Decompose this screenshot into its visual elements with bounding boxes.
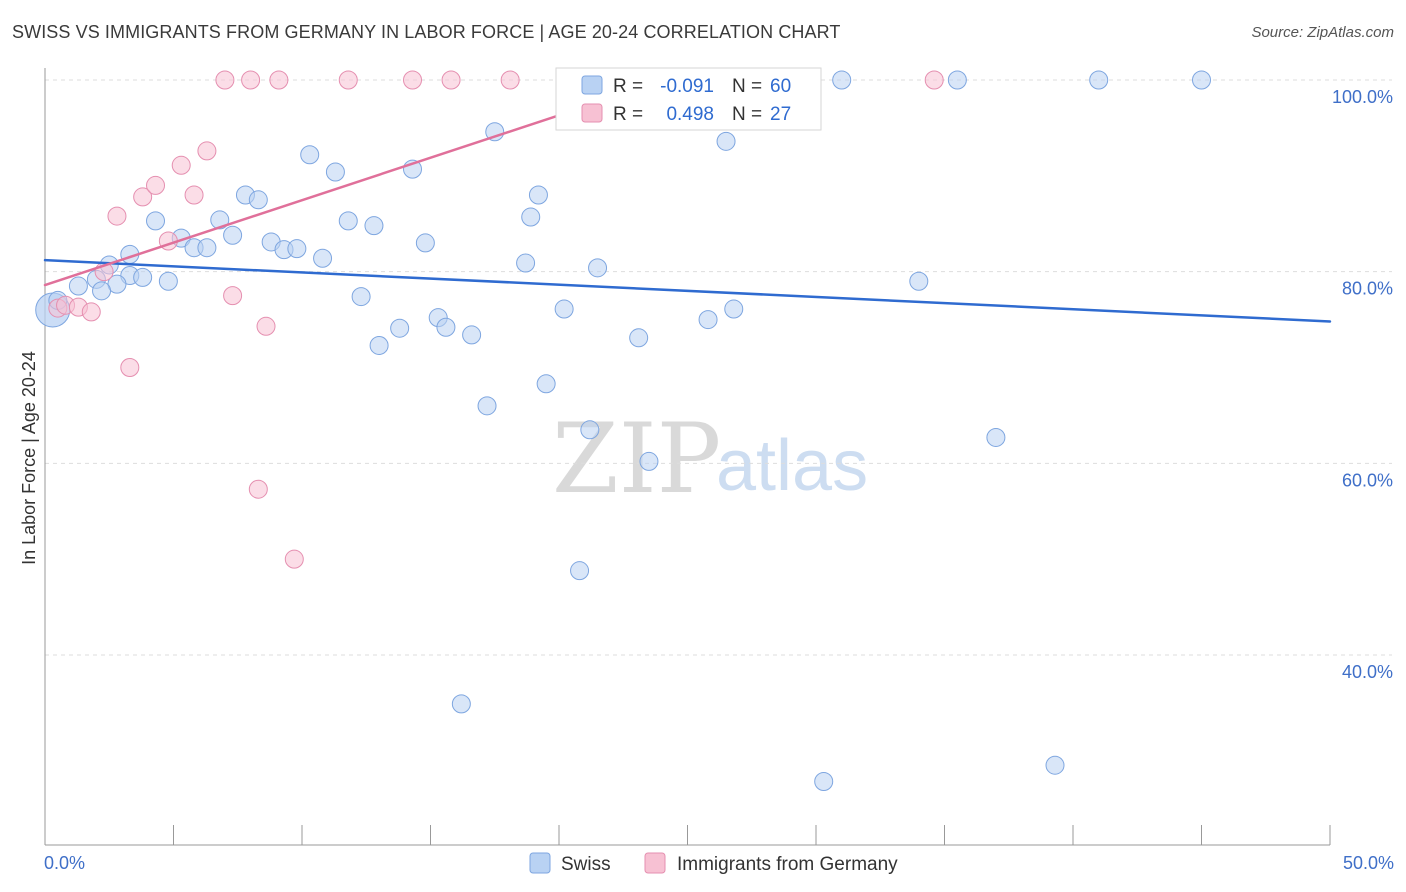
- stats-legend-r-label-germany: R =: [613, 104, 643, 125]
- watermark: ZIP atlas: [552, 403, 868, 515]
- stats-legend-n-label-germany: N =: [732, 104, 762, 125]
- legend-label-swiss: Swiss: [561, 854, 611, 875]
- swiss-point: [158, 271, 178, 291]
- source-label: Source: ZipAtlas.com: [1251, 24, 1394, 41]
- swiss-point: [133, 267, 153, 287]
- swiss-point: [986, 427, 1006, 447]
- gridlines: [45, 79, 1392, 656]
- germany-point: [256, 316, 276, 336]
- swiss-point: [92, 281, 112, 301]
- germany-point: [81, 302, 101, 322]
- swiss-point: [146, 211, 166, 231]
- swiss-point: [947, 70, 967, 90]
- swiss-point: [1192, 70, 1211, 90]
- stats-legend-n-value-swiss: 60: [770, 76, 791, 97]
- stats-legend-n-value-germany: 27: [770, 104, 791, 125]
- germany-point: [215, 70, 235, 90]
- swiss-point: [1089, 70, 1109, 90]
- watermark-atlas: atlas: [716, 426, 868, 506]
- swiss-point: [390, 318, 410, 338]
- germany-point: [338, 70, 358, 90]
- chart-title: SWISS VS IMMIGRANTS FROM GERMANY IN LABO…: [12, 22, 841, 42]
- stats-legend-swatch-germany: [581, 103, 603, 123]
- germany-point: [146, 175, 166, 195]
- swiss-point: [521, 207, 541, 227]
- swiss-point: [477, 396, 497, 416]
- swiss-point: [536, 374, 556, 394]
- swiss-point: [516, 253, 536, 273]
- germany-point: [441, 70, 461, 90]
- stats-legend-r-value-germany: 0.498: [666, 104, 714, 125]
- stats-legend-swatch-swiss: [581, 75, 603, 95]
- swiss-point: [909, 271, 929, 291]
- legend-swatch-germany: [644, 852, 666, 874]
- germany-point: [120, 358, 140, 377]
- swiss-point: [716, 131, 736, 151]
- swiss-point: [364, 216, 384, 236]
- swiss-point: [832, 70, 852, 90]
- germany-point: [223, 286, 243, 306]
- y-tick-label-40: 40.0%: [1342, 662, 1393, 682]
- series-legend: Swiss Immigrants from Germany: [529, 852, 898, 875]
- y-axis-tick-labels: 40.0% 60.0% 80.0% 100.0%: [1332, 87, 1393, 682]
- swiss-point: [462, 325, 482, 345]
- germany-point: [171, 155, 191, 175]
- stats-legend-n-label-swiss: N =: [732, 76, 762, 97]
- germany-point: [107, 206, 127, 226]
- x-tick-label-min: 0.0%: [44, 853, 85, 873]
- germany-point: [184, 185, 204, 205]
- germany-point: [248, 479, 268, 499]
- germany-point: [197, 141, 217, 161]
- swiss-point: [313, 248, 333, 268]
- germany-point: [924, 70, 944, 90]
- stats-legend-r-label-swiss: R =: [613, 76, 643, 97]
- y-tick-label-100: 100.0%: [1332, 87, 1393, 107]
- swiss-point: [554, 299, 574, 319]
- swiss-point: [68, 276, 88, 296]
- swiss-point: [724, 299, 744, 319]
- swiss-point: [287, 239, 307, 259]
- stats-legend-r-value-swiss: -0.091: [660, 76, 714, 97]
- swiss-point: [629, 328, 649, 348]
- stats-legend: R = -0.091 N = 60 R = 0.498 N = 27: [555, 67, 822, 131]
- swiss-point: [698, 310, 718, 330]
- legend-swatch-swiss: [529, 852, 551, 874]
- swiss-point: [570, 561, 590, 581]
- legend-label-germany: Immigrants from Germany: [677, 854, 898, 875]
- swiss-point: [248, 190, 268, 210]
- swiss-point: [338, 211, 358, 231]
- y-tick-label-60: 60.0%: [1342, 470, 1393, 490]
- swiss-point: [415, 233, 435, 253]
- swiss-point: [325, 162, 345, 182]
- y-axis-title: In Labor Force | Age 20-24: [19, 351, 39, 565]
- swiss-point: [639, 451, 659, 471]
- x-axis-ticks: [44, 825, 1331, 845]
- swiss-point: [223, 225, 243, 245]
- swiss-point: [351, 287, 371, 307]
- swiss-point: [580, 420, 600, 440]
- watermark-zip: ZIP: [552, 403, 721, 515]
- swiss-point: [588, 258, 608, 278]
- swiss-trend-line: [43, 258, 1332, 323]
- germany-point: [241, 70, 261, 90]
- swiss-point: [528, 185, 548, 205]
- swiss-points: [35, 70, 1211, 791]
- y-tick-label-80: 80.0%: [1342, 279, 1393, 299]
- swiss-point: [197, 238, 217, 258]
- swiss-point: [300, 145, 320, 165]
- x-tick-label-max: 50.0%: [1343, 853, 1394, 873]
- germany-point: [269, 70, 289, 90]
- germany-point: [284, 549, 304, 569]
- germany-point: [500, 70, 520, 90]
- swiss-point: [1045, 755, 1065, 775]
- germany-point: [133, 187, 153, 207]
- swiss-point: [814, 772, 834, 791]
- swiss-point: [436, 317, 456, 337]
- swiss-point: [451, 694, 471, 714]
- germany-point: [403, 70, 423, 90]
- swiss-point: [210, 210, 230, 230]
- swiss-point: [369, 335, 389, 355]
